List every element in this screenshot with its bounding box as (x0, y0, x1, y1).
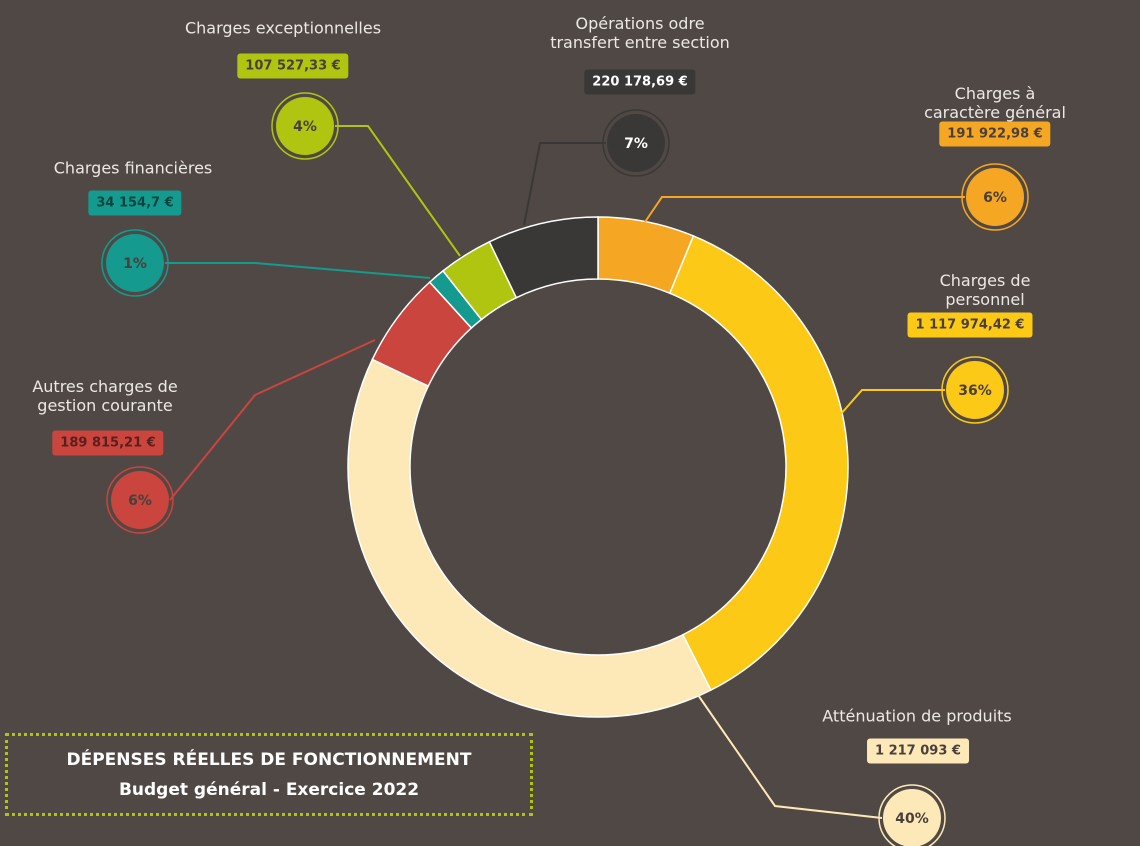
percent-badge (276, 97, 334, 155)
percent-label: 4% (293, 119, 317, 135)
category-label: Opérations odre transfert entre section (550, 14, 730, 52)
value-label: 220 178,69 € (584, 69, 696, 95)
percent-label: 7% (624, 136, 648, 152)
category-label: Charges financières (53, 158, 213, 178)
percent-ring (106, 466, 174, 534)
category-label: Atténuation de produits (822, 706, 1012, 726)
leader-line (697, 694, 883, 819)
title-box: DÉPENSES RÉELLES DE FONCTIONNEMENT Budge… (5, 733, 533, 816)
percent-ring (602, 109, 670, 177)
percent-badge (106, 234, 164, 292)
leader-line (169, 339, 376, 501)
percent-badge (966, 168, 1024, 226)
value-label: 1 117 974,42 € (907, 312, 1033, 338)
chart-title: DÉPENSES RÉELLES DE FONCTIONNEMENT (66, 750, 472, 770)
leader-line (165, 262, 431, 279)
leader-line (335, 125, 461, 257)
value-label: 189 815,21 € (52, 430, 164, 456)
value-label: 1 217 093 € (867, 738, 969, 764)
percent-ring (101, 229, 169, 297)
chart-subtitle: Budget général - Exercice 2022 (118, 780, 420, 800)
category-label: Charges à caractère général (924, 84, 1066, 122)
percent-ring (961, 163, 1029, 231)
leader-line (523, 142, 606, 226)
percent-badge (946, 361, 1004, 419)
percent-ring (271, 92, 339, 160)
donut-segment (347, 358, 712, 718)
percent-badge (607, 114, 665, 172)
percent-label: 1% (123, 256, 147, 272)
percent-ring (878, 784, 946, 846)
value-label: 191 922,98 € (939, 121, 1051, 147)
category-label: Charges de personnel (939, 271, 1031, 309)
donut-segment (488, 216, 599, 299)
percent-label: 36% (958, 383, 992, 399)
leader-line (644, 196, 965, 223)
leader-line (839, 389, 945, 416)
value-label: 34 154,7 € (88, 190, 182, 216)
percent-label: 6% (983, 190, 1007, 206)
percent-label: 40% (895, 811, 929, 827)
donut-segment (668, 234, 849, 692)
value-label: 107 527,33 € (237, 53, 349, 79)
percent-badge (111, 471, 169, 529)
percent-ring (941, 356, 1009, 424)
percent-badge (883, 789, 941, 846)
category-label: Charges exceptionnelles (184, 18, 382, 38)
percent-label: 6% (128, 493, 152, 509)
category-label: Autres charges de gestion courante (32, 377, 178, 415)
